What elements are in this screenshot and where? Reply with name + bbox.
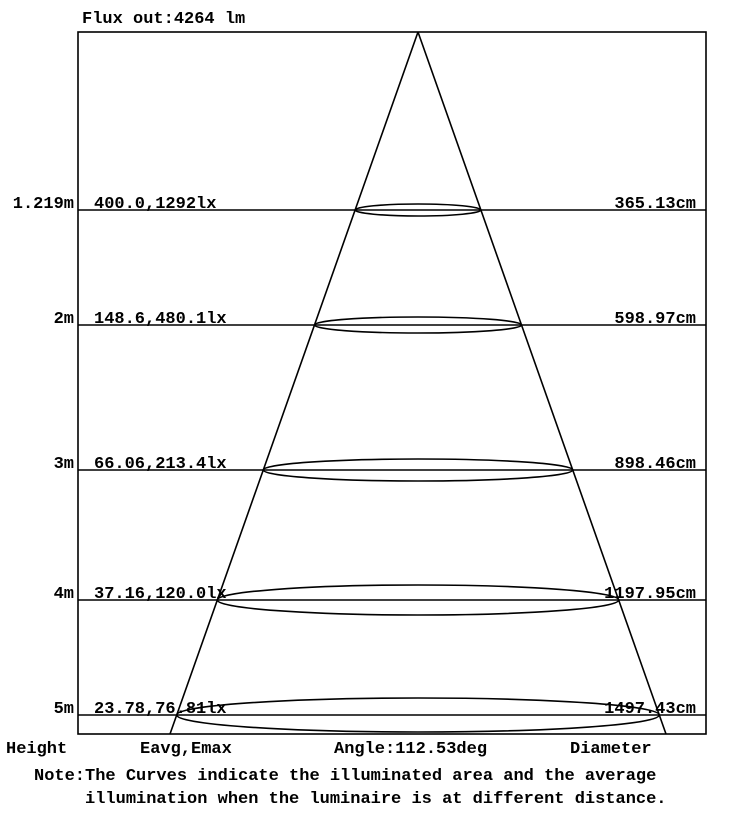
- eavg-emax-value: 37.16,120.0lx: [94, 585, 227, 604]
- diameter-value: 365.13cm: [614, 195, 696, 214]
- height-value: 2m: [54, 310, 74, 329]
- height-value: 3m: [54, 455, 74, 474]
- eavg-emax-value: 66.06,213.4lx: [94, 455, 227, 474]
- height-value: 4m: [54, 585, 74, 604]
- eavg-emax-value: 400.0,1292lx: [94, 195, 216, 214]
- height-value: 1.219m: [13, 195, 74, 214]
- cone-diagram-stage: Flux out:4264 lm Height Eavg,Emax Angle:…: [0, 0, 730, 813]
- axis-label-diameter: Diameter: [570, 740, 652, 759]
- axis-label-eavg: Eavg,Emax: [140, 740, 232, 759]
- diameter-value: 898.46cm: [614, 455, 696, 474]
- diagram-svg: [0, 0, 730, 813]
- diameter-value: 598.97cm: [614, 310, 696, 329]
- flux-title: Flux out:4264 lm: [82, 10, 245, 29]
- diameter-value: 1497.43cm: [604, 700, 696, 719]
- eavg-emax-value: 148.6,480.1lx: [94, 310, 227, 329]
- height-value: 5m: [54, 700, 74, 719]
- footnote: Note:The Curves indicate the illuminated…: [34, 766, 667, 812]
- axis-label-angle: Angle:112.53deg: [334, 740, 487, 759]
- diameter-value: 1197.95cm: [604, 585, 696, 604]
- axis-label-height: Height: [6, 740, 67, 759]
- eavg-emax-value: 23.78,76.81lx: [94, 700, 227, 719]
